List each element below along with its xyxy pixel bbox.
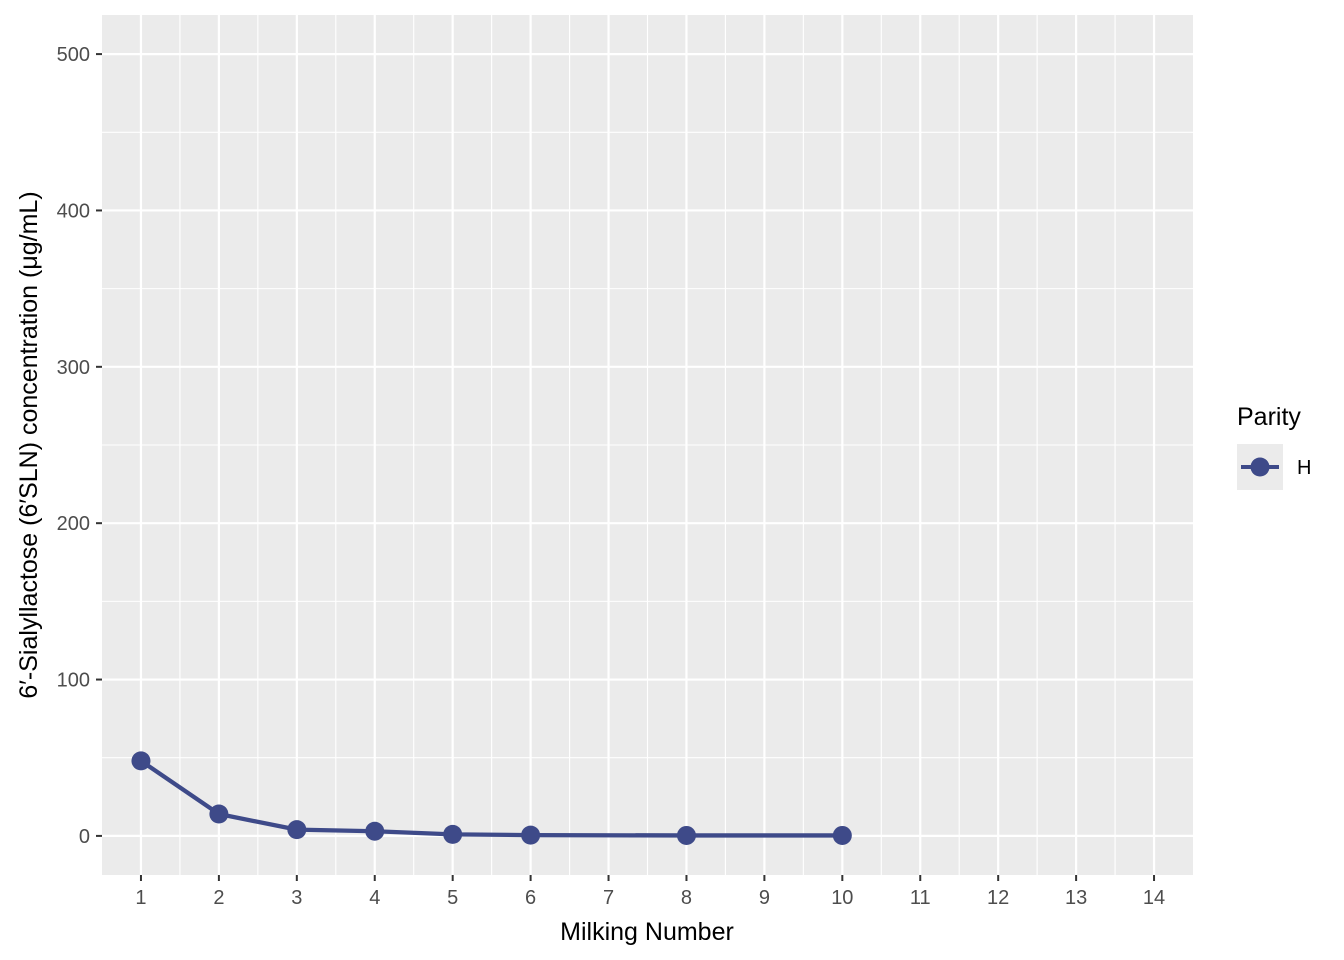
legend-key-point — [1250, 457, 1270, 477]
y-tick-label-300: 300 — [57, 357, 90, 379]
data-point-h-4 — [365, 821, 385, 841]
data-point-h-10 — [832, 825, 852, 845]
data-point-h-1 — [131, 751, 151, 771]
y-tick-label-200: 200 — [57, 513, 90, 535]
data-point-h-5 — [443, 824, 463, 844]
y-axis: 0 100 200 300 400 500 — [57, 44, 102, 848]
data-point-h-8 — [676, 825, 696, 845]
x-tick-label-9: 9 — [759, 887, 770, 909]
x-tick-label-4: 4 — [369, 887, 380, 909]
y-axis-title: 6′-Sialyllactose (6′SLN) concentration (… — [15, 191, 43, 698]
data-point-h-2 — [209, 804, 229, 824]
y-tick-label-0: 0 — [79, 826, 90, 848]
major-gridlines — [102, 15, 1193, 875]
legend-label-h: H — [1297, 457, 1311, 479]
x-tick-label-8: 8 — [681, 887, 692, 909]
x-tick-label-14: 14 — [1143, 887, 1165, 909]
x-tick-label-2: 2 — [213, 887, 224, 909]
y-tick-label-400: 400 — [57, 200, 90, 222]
x-axis: 1 2 3 4 5 6 7 8 9 10 11 12 13 14 — [135, 875, 1165, 909]
x-tick-label-7: 7 — [603, 887, 614, 909]
y-tick-label-500: 500 — [57, 44, 90, 66]
y-tick-label-100: 100 — [57, 670, 90, 692]
data-point-h-6 — [521, 825, 541, 845]
x-tick-label-6: 6 — [525, 887, 536, 909]
x-tick-label-10: 10 — [831, 887, 853, 909]
x-tick-label-11: 11 — [910, 887, 931, 909]
x-tick-label-3: 3 — [291, 887, 302, 909]
x-tick-label-12: 12 — [987, 887, 1009, 909]
data-point-h-3 — [287, 820, 307, 840]
legend: Parity H — [1237, 403, 1311, 490]
series-layer — [131, 751, 852, 845]
x-tick-label-13: 13 — [1065, 887, 1087, 909]
legend-title: Parity — [1237, 403, 1301, 431]
x-tick-label-1: 1 — [135, 887, 146, 909]
x-axis-title: Milking Number — [560, 918, 734, 946]
series-line-h — [139, 759, 843, 838]
minor-gridlines — [102, 15, 1193, 875]
x-tick-label-5: 5 — [447, 887, 458, 909]
